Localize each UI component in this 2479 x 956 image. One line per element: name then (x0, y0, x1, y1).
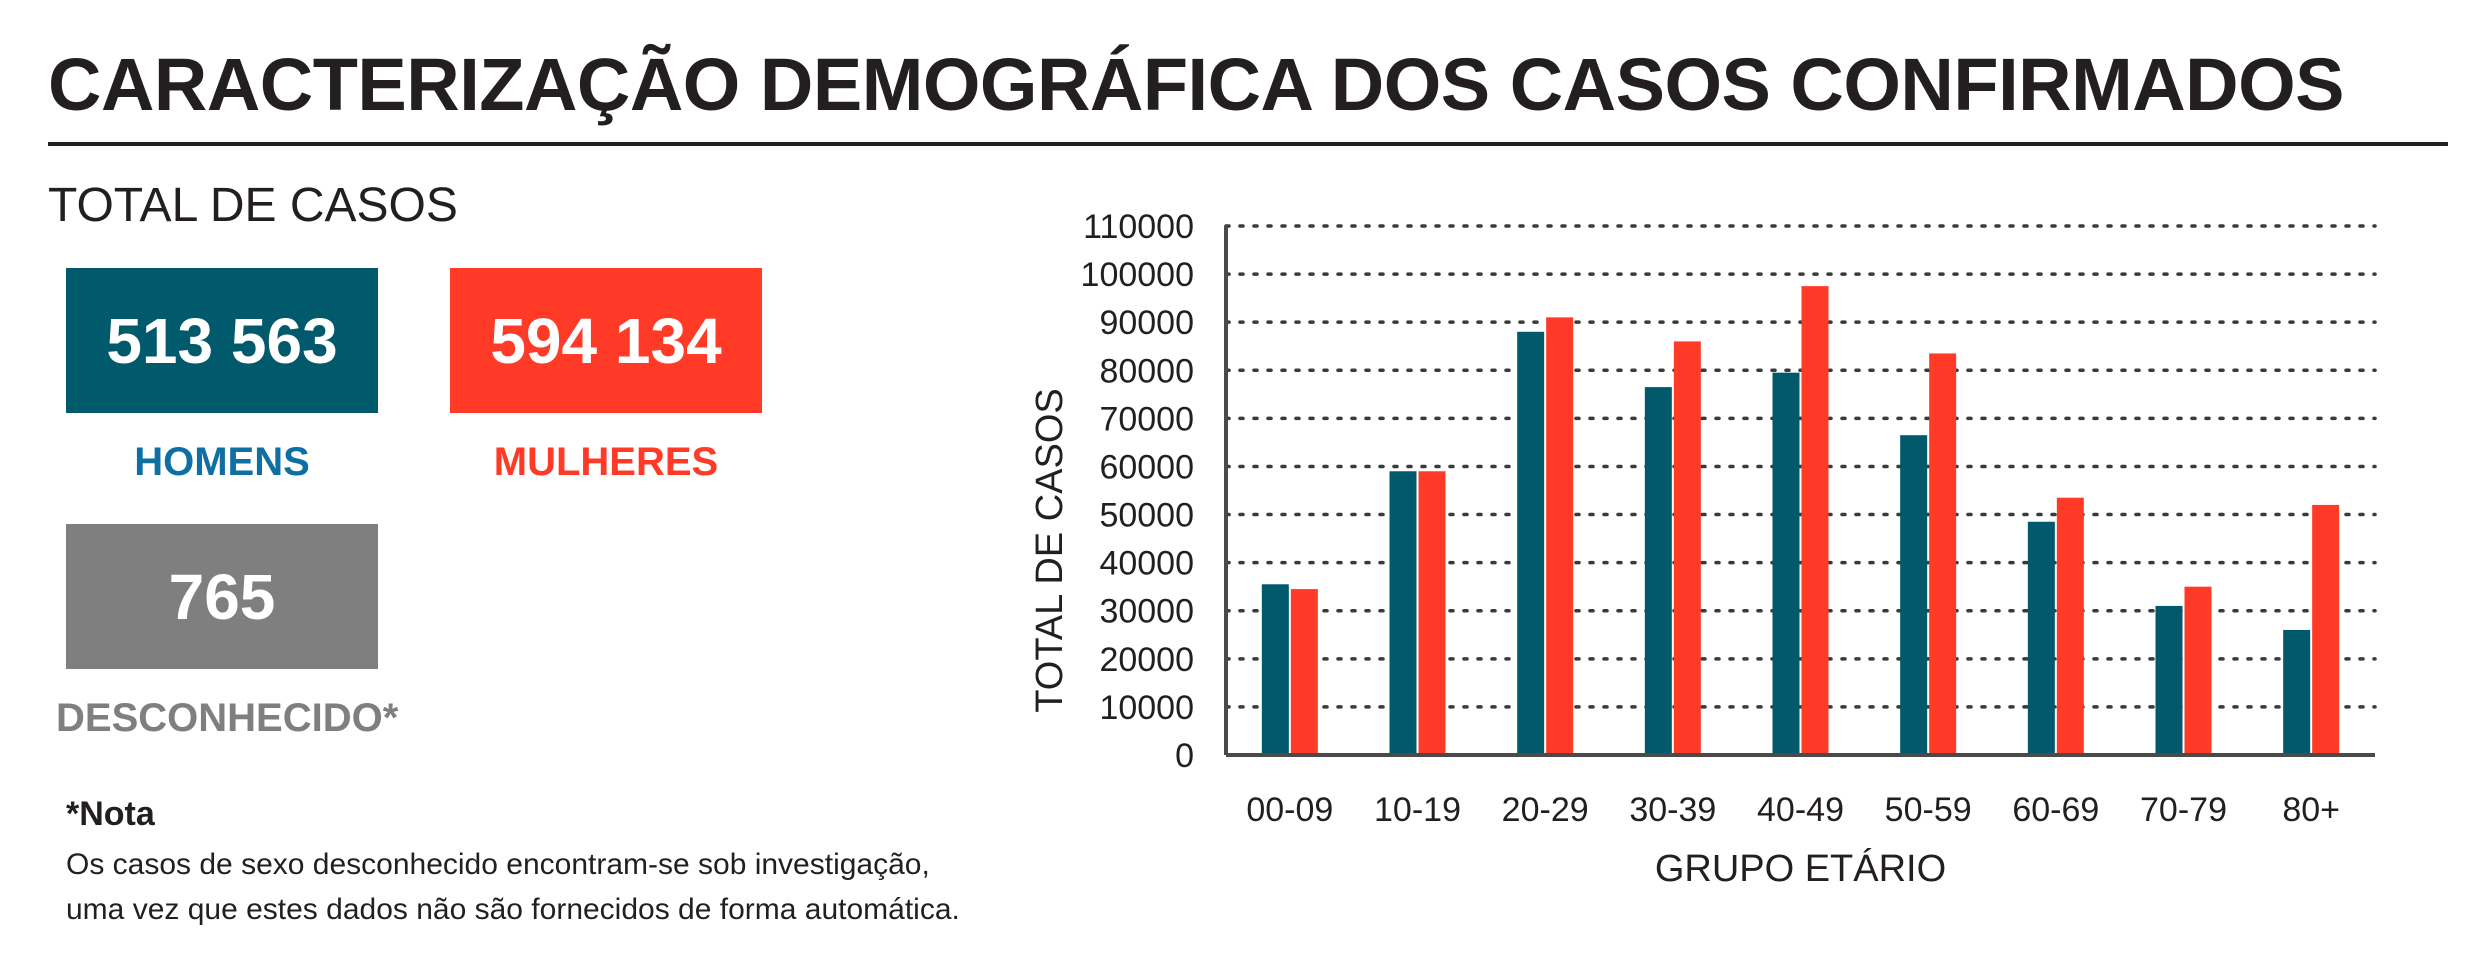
note-text-line-1: Os casos de sexo desconhecido encontram-… (66, 848, 930, 881)
y-tick-label: 100000 (1081, 256, 1194, 294)
age-group-bar-chart: 0 10000 20000 30000 40000 50000 60000 70000 8000… (1029, 208, 2377, 890)
x-tick-label: 80+ (2282, 791, 2340, 829)
y-tick-label: 10000 (1099, 689, 1194, 727)
bar-80+-homens (2283, 629, 2311, 755)
y-tick-label: 110000 (1083, 208, 1194, 246)
note-title: *Nota (66, 795, 155, 833)
y-tick-label: 70000 (1099, 400, 1194, 438)
bar-40-49-homens (1772, 372, 1800, 755)
x-tick-label: 40-49 (1757, 791, 1844, 829)
women-total-box: 594 134 (450, 268, 762, 413)
y-tick-label: 80000 (1099, 352, 1194, 390)
women-total-value: 594 134 (490, 304, 722, 377)
bar-50-59-mulheres (1929, 353, 1957, 755)
unknown-total-box: 765 (66, 524, 378, 669)
men-total-value: 513 563 (106, 304, 338, 377)
x-tick-labels: 00-09 10-19 20-29 30-39 40-49 50-59 60-69 70-79… (1246, 791, 2340, 829)
y-tick-label: 60000 (1099, 448, 1194, 486)
x-tick-label: 70-79 (2140, 791, 2227, 829)
y-tick-label: 0 (1175, 737, 1194, 775)
section-subtitle: TOTAL DE CASOS (48, 179, 458, 232)
bar-40-49-mulheres (1801, 286, 1829, 755)
x-tick-label: 10-19 (1374, 791, 1461, 829)
note-text-line-2: uma vez que estes dados não são fornecid… (66, 893, 960, 926)
bar-80+-mulheres (2312, 504, 2340, 755)
women-total-label: MULHERES (493, 440, 719, 484)
x-tick-label: 20-29 (1502, 791, 1589, 829)
unknown-total-value: 765 (168, 560, 276, 633)
y-axis-title: TOTAL DE CASOS (1029, 388, 1071, 712)
y-tick-label: 30000 (1099, 593, 1194, 631)
bar-20-29-mulheres (1546, 317, 1574, 755)
bar-10-19-homens (1389, 471, 1417, 755)
y-tick-label: 40000 (1099, 545, 1194, 583)
bars (1261, 286, 2340, 755)
bar-60-69-mulheres (2056, 497, 2084, 755)
grid-lines (1224, 224, 2377, 709)
bar-00-09-mulheres (1290, 589, 1318, 755)
title-divider (48, 142, 2448, 146)
unknown-total-label: DESCONHECIDO* (56, 696, 399, 740)
y-tick-labels: 0 10000 20000 30000 40000 50000 60000 70000 8000… (1081, 208, 1194, 775)
bar-30-39-mulheres (1673, 341, 1701, 755)
bar-00-09-homens (1261, 584, 1289, 755)
x-tick-label: 30-39 (1629, 791, 1716, 829)
y-tick-label: 20000 (1099, 641, 1194, 679)
men-total-box: 513 563 (66, 268, 378, 413)
bar-70-79-mulheres (2184, 586, 2212, 755)
bar-30-39-homens (1644, 387, 1672, 755)
bar-50-59-homens (1900, 435, 1928, 755)
bar-20-29-homens (1517, 331, 1545, 755)
x-tick-label: 00-09 (1246, 791, 1333, 829)
y-tick-label: 90000 (1099, 304, 1194, 342)
page-title: CARACTERIZAÇÃO DEMOGRÁFICA DOS CASOS CON… (48, 43, 2345, 126)
y-tick-label: 50000 (1099, 497, 1194, 535)
bar-60-69-homens (2027, 521, 2055, 755)
x-axis-title: GRUPO ETÁRIO (1655, 847, 1946, 890)
men-total-label: HOMENS (134, 440, 310, 484)
x-tick-label: 60-69 (2012, 791, 2099, 829)
bar-10-19-mulheres (1418, 471, 1446, 755)
bar-70-79-homens (2155, 605, 2183, 755)
x-tick-label: 50-59 (1885, 791, 1972, 829)
